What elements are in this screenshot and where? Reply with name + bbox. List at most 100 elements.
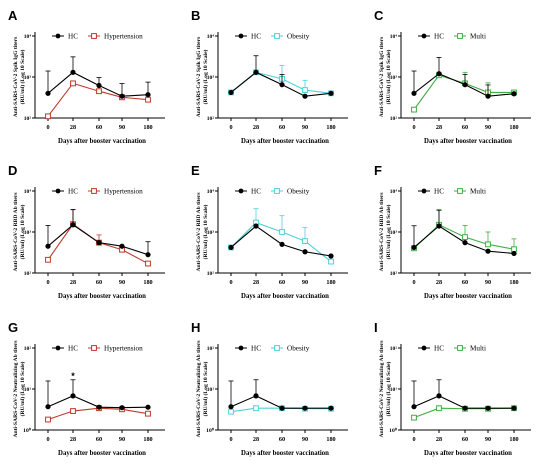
data-point [228, 404, 234, 410]
x-tick-label: 28 [253, 279, 259, 286]
x-tick-label: 0 [229, 279, 232, 286]
legend-label: HC [434, 33, 444, 41]
y-tick-label: 10³ [207, 75, 215, 81]
legend-label: HC [251, 33, 261, 41]
y-tick-label: 10³ [24, 230, 32, 236]
chart-panel-d: D Anti-SARS-CoV-2 RBD Ab titers (RU/ml) (L… [8, 163, 165, 300]
x-tick-label: 60 [462, 279, 468, 286]
legend-label: HC [68, 33, 78, 41]
x-tick-label: 28 [253, 436, 259, 443]
data-point [45, 404, 51, 410]
data-point [436, 405, 442, 412]
y-tick-label: 10¹ [207, 387, 215, 393]
y-axis-label-line: Anti-SARS-CoV-2 Neutralizing Ab titers [379, 340, 385, 438]
y-tick-label: 10¹ [390, 387, 398, 393]
data-point [228, 408, 234, 415]
data-point [96, 88, 102, 95]
x-tick-label: 28 [253, 124, 259, 131]
x-tick-label: 0 [229, 124, 232, 131]
legend-label: HC [251, 345, 261, 353]
y-tick-label: 10³ [207, 230, 215, 236]
x-tick-label: 60 [279, 436, 285, 443]
x-tick-label: 0 [229, 436, 232, 443]
x-axis-label: Days after booster vaccination [424, 450, 512, 457]
legend-marker [55, 188, 61, 194]
legend-marker [457, 188, 463, 194]
x-tick-label: 90 [485, 436, 491, 443]
data-point [70, 408, 76, 414]
y-axis-label-line: (RU/ml) (Log 10 Scale) [202, 49, 209, 104]
x-tick-label: 90 [119, 279, 125, 286]
legend-label: Hypertension [104, 345, 143, 353]
legend-marker [274, 33, 280, 39]
legend-marker [238, 345, 244, 351]
legend-label: HC [434, 345, 444, 353]
data-point [485, 405, 491, 411]
legend-marker [91, 345, 97, 351]
x-tick-label: 0 [412, 436, 415, 443]
y-axis-label: Anti-SARS-CoV-2 RBD Ab titers (RU/ml) (Lo… [379, 192, 392, 272]
data-point [302, 93, 308, 99]
y-axis-label: Anti-SARS-CoV-2 Neutralizing Ab titers (R… [379, 340, 392, 438]
y-tick-label: 10² [24, 346, 32, 352]
x-tick-label: 90 [302, 124, 308, 131]
data-point [511, 250, 517, 257]
y-axis-label-line: (RU/ml) (Log 10 Scale) [385, 204, 392, 259]
data-point [436, 71, 442, 77]
x-tick-label: 60 [96, 279, 102, 286]
panel-letter: H [191, 320, 200, 335]
x-tick-label: 90 [119, 436, 125, 443]
legend-marker [457, 33, 463, 39]
data-point [279, 229, 285, 235]
chart-panel-h: H Anti-SARS-CoV-2 Neutralizing Ab titers(… [191, 320, 348, 457]
data-point [70, 393, 76, 399]
legend-marker [274, 345, 280, 351]
y-tick-label: 10⁴ [207, 34, 215, 40]
significance-marker: * [71, 371, 75, 381]
data-point [302, 87, 308, 93]
x-tick-label: 60 [462, 124, 468, 131]
panel-letter: C [374, 8, 384, 23]
panel-letter: F [374, 163, 382, 178]
x-tick-label: 28 [436, 124, 442, 131]
data-point [228, 244, 234, 251]
data-point [145, 252, 151, 258]
y-axis-label: Anti-SARS-CoV-2 Neutralizing Ab titers (R… [13, 340, 26, 438]
legend-label: HC [251, 188, 261, 196]
data-point [462, 234, 468, 241]
chart-panel-f: F Anti-SARS-CoV-2 RBD Ab titers (RU/ml) (L… [374, 163, 531, 300]
x-axis-label: Days after booster vaccination [424, 138, 512, 145]
x-tick-label: 60 [279, 124, 285, 131]
x-tick-label: 90 [485, 279, 491, 286]
data-point [279, 241, 285, 247]
x-tick-label: 180 [509, 124, 518, 131]
data-point [70, 222, 76, 228]
x-tick-label: 180 [509, 436, 518, 443]
legend-marker [238, 33, 244, 39]
data-point [145, 404, 151, 410]
y-axis-label-line: Anti-SARS-CoV-2 Spik IgG titers [379, 36, 385, 117]
y-tick-label: 10⁴ [390, 34, 398, 40]
data-point [145, 96, 151, 103]
data-point [511, 91, 517, 97]
x-tick-label: 28 [70, 436, 76, 443]
chart-panel-a: A Anti-SARS-CoV-2 Spik IgG titers (RU/ml) … [8, 8, 165, 145]
data-point [70, 69, 76, 75]
data-point [45, 90, 51, 96]
x-axis-label: Days after booster vaccination [241, 138, 329, 145]
data-point [119, 405, 125, 411]
legend-marker [421, 33, 427, 39]
y-axis-label-line: (RU/ml) (Log 10 Scale) [385, 49, 392, 104]
data-point [279, 405, 285, 411]
data-point [228, 89, 234, 96]
panel-letter: I [374, 320, 378, 335]
x-tick-label: 0 [46, 279, 49, 286]
legend-marker [274, 188, 280, 194]
x-tick-label: 0 [412, 279, 415, 286]
y-tick-label: 10³ [390, 75, 398, 81]
y-axis-label-line: Anti-SARS-CoV-2 RBD Ab titers [379, 192, 385, 272]
x-tick-label: 0 [46, 124, 49, 131]
y-tick-label: 10³ [390, 230, 398, 236]
data-point [96, 240, 102, 246]
